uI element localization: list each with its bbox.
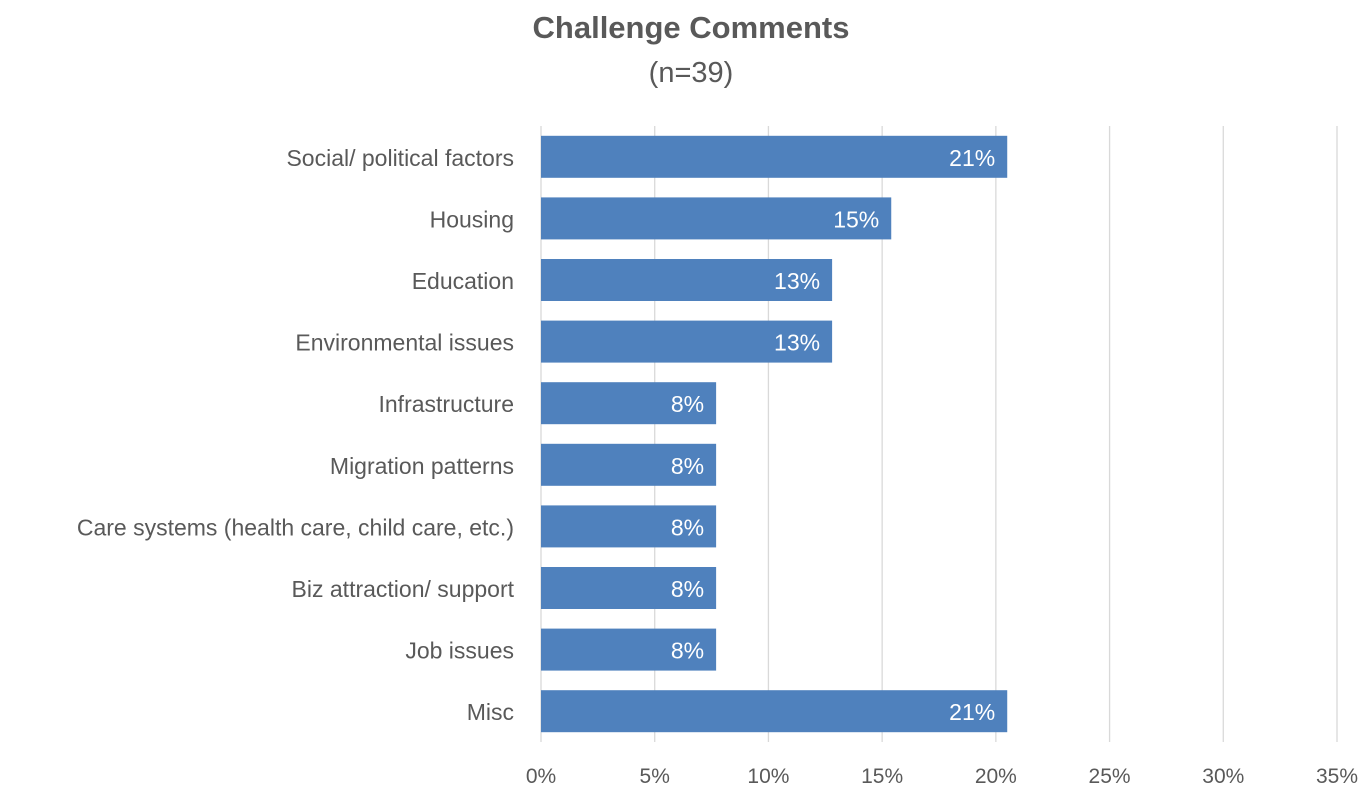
x-tick-label: 30% xyxy=(1202,765,1244,785)
chart-title: Challenge Comments xyxy=(532,10,850,45)
data-label: 8% xyxy=(671,638,704,664)
x-tick-label: 35% xyxy=(1316,765,1358,785)
x-tick-label: 10% xyxy=(747,765,789,785)
category-label: Misc xyxy=(467,699,514,725)
category-label: Biz attraction/ support xyxy=(292,576,515,602)
category-labels: Social/ political factors Housing Educatio… xyxy=(77,145,515,725)
category-label: Care systems (health care, child care, e… xyxy=(77,514,514,540)
data-label: 15% xyxy=(833,206,879,232)
bar xyxy=(541,628,717,671)
bar xyxy=(541,197,892,240)
x-axis-tick-labels: 0% 5% 10% 15% 20% 25% 30% 35% xyxy=(526,765,1358,785)
bar xyxy=(541,135,1008,178)
data-label: 8% xyxy=(671,453,704,479)
category-label: Infrastructure xyxy=(379,391,515,417)
x-tick-label: 15% xyxy=(861,765,903,785)
bar xyxy=(541,259,833,301)
bar xyxy=(541,382,717,425)
chart-subtitle: (n=39) xyxy=(648,57,734,89)
data-label: 21% xyxy=(949,145,995,171)
x-tick-label: 25% xyxy=(1089,765,1131,785)
bar xyxy=(541,443,717,486)
x-tick-label: 20% xyxy=(975,765,1017,785)
data-label: 13% xyxy=(774,268,820,294)
bar xyxy=(541,505,717,548)
category-label: Social/ political factors xyxy=(286,145,514,171)
data-label: 21% xyxy=(949,699,995,725)
data-label: 8% xyxy=(671,391,704,417)
category-label: Migration patterns xyxy=(330,453,514,479)
gridlines xyxy=(540,126,1338,742)
bars: 21% 15% 13% 13% 8% 8% 8% 8% 8% 21% xyxy=(541,135,1008,733)
category-label: Housing xyxy=(430,206,514,232)
category-label: Education xyxy=(412,268,514,294)
x-tick-label: 5% xyxy=(640,765,670,785)
category-label: Job issues xyxy=(405,638,514,664)
bar xyxy=(541,567,717,609)
data-label: 8% xyxy=(671,576,704,602)
category-label: Environmental issues xyxy=(295,330,514,356)
data-label: 13% xyxy=(774,330,820,356)
bar xyxy=(541,690,1008,733)
bar xyxy=(541,320,833,363)
data-label: 8% xyxy=(671,514,704,540)
x-tick-label: 0% xyxy=(526,765,556,785)
